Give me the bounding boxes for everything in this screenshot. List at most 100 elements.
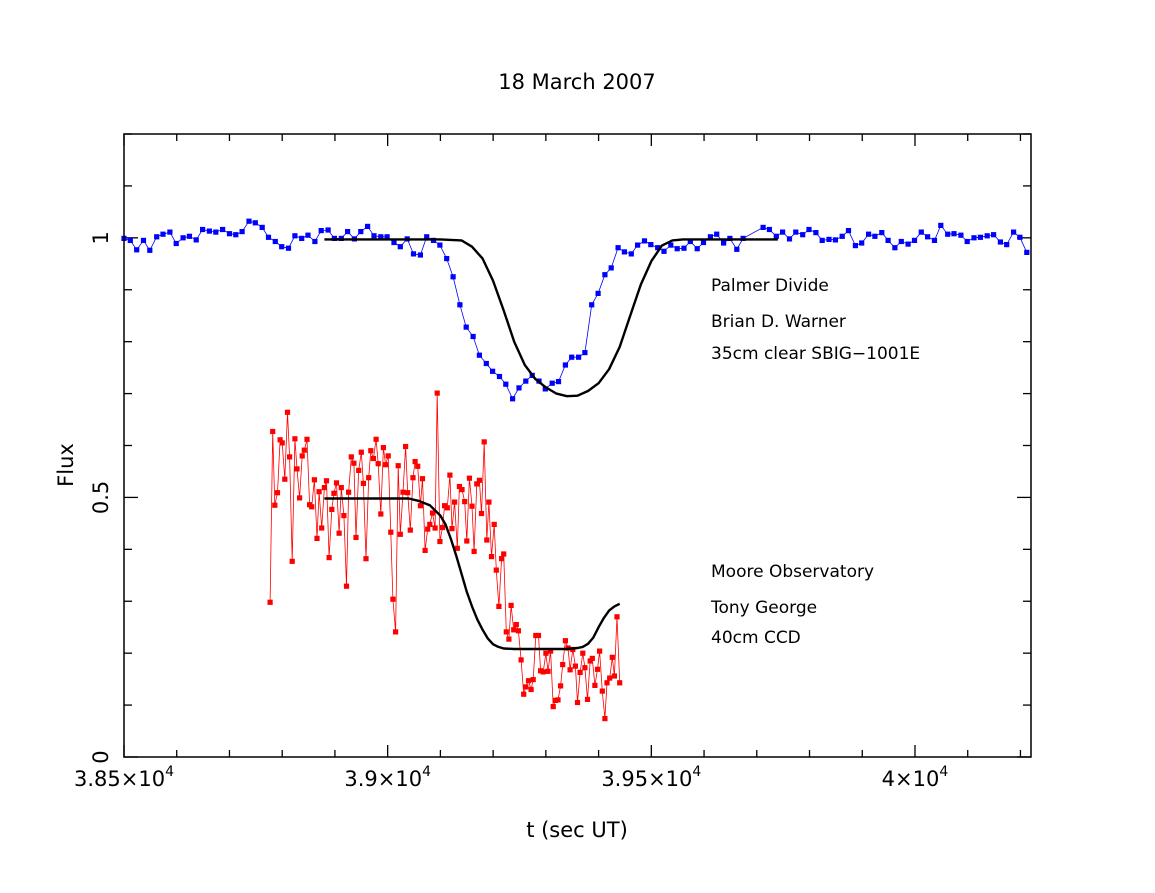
data-point xyxy=(400,489,406,495)
data-point xyxy=(582,665,588,671)
data-point xyxy=(378,234,384,240)
data-point xyxy=(655,245,661,251)
data-point xyxy=(800,232,806,238)
data-point xyxy=(614,614,620,620)
data-point xyxy=(239,229,245,235)
data-point xyxy=(429,510,436,516)
data-point xyxy=(206,228,212,234)
data-point xyxy=(470,333,476,340)
data-point xyxy=(341,513,347,519)
data-point xyxy=(338,485,344,491)
data-point xyxy=(602,716,608,722)
data-point xyxy=(493,567,499,573)
data-point xyxy=(318,228,324,234)
data-point xyxy=(1017,234,1023,240)
data-point xyxy=(348,454,354,460)
data-point xyxy=(549,380,555,386)
data-point xyxy=(584,696,591,702)
data-point xyxy=(687,238,693,245)
data-point xyxy=(560,662,566,668)
data-point xyxy=(437,242,443,248)
data-point xyxy=(523,378,529,384)
data-point xyxy=(879,230,885,236)
data-point xyxy=(127,237,133,243)
data-point xyxy=(415,463,421,469)
data-point xyxy=(852,243,858,249)
data-point xyxy=(543,650,549,656)
x-tick-label: 3.9×104 xyxy=(344,764,431,791)
annotation-moore-instrument: 40cm CCD xyxy=(711,628,801,648)
x-tick-label-mantissa: 3.95 xyxy=(601,767,648,791)
data-point xyxy=(368,448,374,454)
data-point xyxy=(918,229,924,235)
data-point xyxy=(931,237,938,243)
data-point xyxy=(464,538,470,544)
data-point xyxy=(425,526,431,532)
data-point xyxy=(839,233,845,239)
annotation-palmer: Palmer Divide Brian D. Warner 35cm clear… xyxy=(711,276,920,364)
annotation-palmer-site: Palmer Divide xyxy=(711,276,829,296)
data-point xyxy=(872,233,878,239)
data-point xyxy=(147,247,153,253)
data-point xyxy=(469,503,475,509)
data-point xyxy=(180,235,186,241)
data-point xyxy=(964,238,970,245)
data-point xyxy=(984,233,990,239)
data-point xyxy=(397,244,403,250)
data-point xyxy=(412,459,418,465)
data-point xyxy=(284,409,291,415)
data-point xyxy=(444,505,450,511)
data-point xyxy=(589,302,595,308)
data-point xyxy=(574,699,581,706)
data-point xyxy=(373,436,379,442)
data-point xyxy=(545,668,551,674)
data-point xyxy=(604,680,610,686)
fit-curve-1 xyxy=(324,497,621,651)
data-point xyxy=(297,495,303,501)
data-point xyxy=(951,231,957,237)
data-point xyxy=(336,530,342,536)
data-point xyxy=(562,638,568,644)
data-point xyxy=(370,455,376,462)
data-point xyxy=(911,237,918,243)
data-point xyxy=(806,226,812,233)
data-point xyxy=(602,272,608,278)
data-point xyxy=(714,231,720,237)
data-point xyxy=(343,583,350,589)
data-point xyxy=(360,480,366,486)
data-point xyxy=(484,537,490,543)
annotation-moore-observer: Tony George xyxy=(710,598,817,618)
data-point xyxy=(945,231,951,237)
data-point xyxy=(200,226,206,233)
data-point xyxy=(299,235,305,241)
data-point xyxy=(766,226,772,233)
data-point xyxy=(577,669,583,675)
data-point xyxy=(378,511,384,517)
data-point xyxy=(866,231,872,237)
data-point xyxy=(496,373,503,380)
data-point xyxy=(925,234,931,240)
data-point xyxy=(380,445,386,451)
data-point xyxy=(826,236,832,242)
axis-ticks xyxy=(123,133,1031,758)
annotation-palmer-instrument: 35cm clear SBIG−1001E xyxy=(711,344,920,364)
data-point xyxy=(550,704,556,710)
data-point xyxy=(167,229,173,235)
data-point xyxy=(592,682,598,688)
data-point xyxy=(279,244,285,250)
data-point xyxy=(510,396,516,402)
data-point xyxy=(486,499,492,505)
data-point xyxy=(530,677,536,683)
data-point xyxy=(454,545,460,551)
data-point xyxy=(289,558,295,564)
data-point xyxy=(444,256,450,262)
data-point xyxy=(483,360,489,367)
data-point xyxy=(326,555,332,561)
data-point xyxy=(503,629,509,635)
data-point xyxy=(780,229,786,235)
annotation-moore-site: Moore Observatory xyxy=(711,562,874,582)
data-point xyxy=(508,602,514,608)
data-point xyxy=(351,460,357,466)
data-point xyxy=(292,233,298,239)
data-point xyxy=(323,478,330,484)
